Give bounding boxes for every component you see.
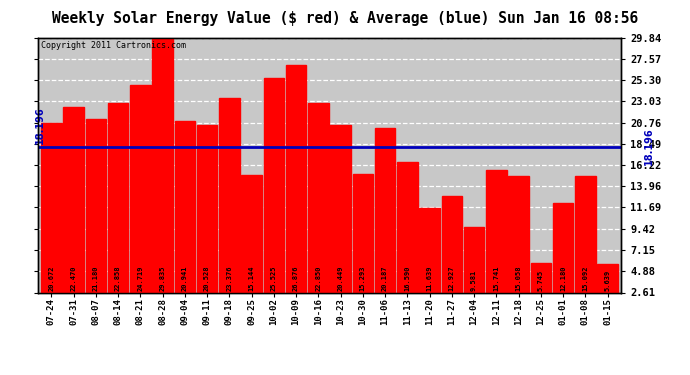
Bar [219,98,239,317]
Text: 12.927: 12.927 [449,265,455,291]
Text: 15.144: 15.144 [248,265,255,291]
Text: 16.590: 16.590 [404,265,411,291]
Text: 20.941: 20.941 [182,265,188,291]
Text: 20.528: 20.528 [204,265,210,291]
Bar [375,128,395,317]
Text: 15.058: 15.058 [515,265,522,291]
Text: 11.639: 11.639 [426,265,433,291]
Bar [241,175,262,317]
Text: 20.672: 20.672 [48,265,55,291]
Bar [108,103,128,317]
Bar [486,170,506,317]
Text: 21.180: 21.180 [93,265,99,291]
Text: 20.449: 20.449 [337,265,344,291]
Bar [420,208,440,317]
Text: 22.470: 22.470 [70,265,77,291]
Text: 15.293: 15.293 [360,265,366,291]
Bar [531,263,551,317]
Bar [130,86,150,317]
Bar [286,65,306,317]
Text: 20.187: 20.187 [382,265,388,291]
Text: 18.196: 18.196 [35,106,45,144]
Text: Copyright 2011 Cartronics.com: Copyright 2011 Cartronics.com [41,41,186,50]
Bar [86,118,106,317]
Bar [331,126,351,317]
Text: 15.092: 15.092 [582,265,589,291]
Bar [397,162,417,317]
Text: 9.581: 9.581 [471,269,477,291]
Text: 26.876: 26.876 [293,265,299,291]
Bar [464,227,484,317]
Bar [442,196,462,317]
Bar [353,174,373,317]
Text: 24.719: 24.719 [137,265,144,291]
Bar [264,78,284,317]
Bar [63,106,83,317]
Bar [308,103,328,317]
Bar [509,176,529,317]
Text: 29.835: 29.835 [159,265,166,291]
Text: 23.376: 23.376 [226,265,233,291]
Bar [197,125,217,317]
Text: 22.858: 22.858 [115,265,121,291]
Text: 18.196: 18.196 [644,128,654,165]
Bar [175,121,195,317]
Bar [575,176,595,317]
Text: 25.525: 25.525 [271,265,277,291]
Text: 5.639: 5.639 [604,269,611,291]
Text: 15.741: 15.741 [493,265,500,291]
Text: 5.745: 5.745 [538,269,544,291]
Text: 12.180: 12.180 [560,265,566,291]
Bar [41,123,61,317]
Bar [152,38,172,317]
Bar [553,203,573,317]
Text: 22.850: 22.850 [315,265,322,291]
Text: Weekly Solar Energy Value ($ red) & Average (blue) Sun Jan 16 08:56: Weekly Solar Energy Value ($ red) & Aver… [52,11,638,26]
Bar [598,264,618,317]
